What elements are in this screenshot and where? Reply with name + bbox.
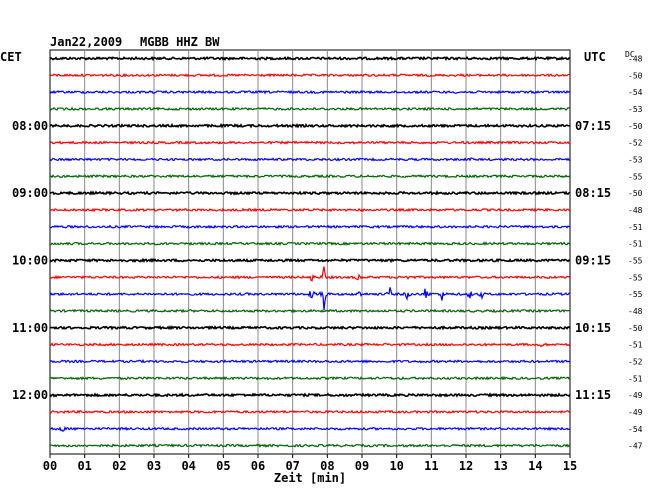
dc-offset-label: -54 (628, 425, 643, 434)
x-tick-label: 06 (251, 459, 265, 473)
x-tick-labels: 00 01 02 03 04 05 06 07 08 09 10 11 12 13 14 15 (43, 454, 577, 473)
seismic-trace (49, 308, 571, 314)
x-tick-label: 03 (147, 459, 161, 473)
dc-offset-label: -55 (628, 290, 643, 299)
x-tick-label: 00 (43, 459, 57, 473)
x-tick-label: 10 (389, 459, 403, 473)
right-hour-label: 08:15 (575, 186, 611, 200)
seismic-trace (49, 342, 571, 348)
seismic-trace (49, 358, 571, 364)
dc-offset-label: -51 (628, 341, 643, 350)
seismic-trace (50, 241, 571, 246)
dc-offset-label: -48 (628, 54, 643, 63)
dc-offset-label: -52 (628, 357, 643, 366)
right-hour-labels: 07:15 08:15 09:15 10:15 11:15 (575, 119, 611, 402)
dc-label: DC (625, 50, 635, 59)
right-hour-label: 07:15 (575, 119, 611, 133)
grid-lines (84, 50, 536, 454)
x-tick-label: 04 (181, 459, 195, 473)
dc-offset-label: -47 (628, 442, 643, 451)
seismic-trace (49, 140, 570, 145)
dc-offset-label: -48 (628, 206, 643, 215)
seismic-trace (49, 287, 571, 311)
dc-offset-label: -50 (628, 122, 643, 131)
header-station: MGBB HHZ BW (140, 35, 220, 49)
left-hour-label: 09:00 (12, 186, 48, 200)
left-timezone-label: CET (0, 50, 22, 64)
seismic-trace (49, 72, 570, 78)
seismic-trace (49, 190, 571, 196)
x-tick-label: 07 (285, 459, 299, 473)
seismic-trace (49, 122, 571, 129)
x-tick-label: 12 (459, 459, 473, 473)
x-tick-label: 05 (216, 459, 230, 473)
dc-offset-label: -55 (628, 172, 643, 181)
right-hour-label: 09:15 (575, 253, 611, 267)
seismic-trace (49, 55, 571, 62)
seismic-trace (49, 89, 571, 95)
dc-offset-label: -55 (628, 273, 643, 282)
dc-offset-label: -50 (628, 71, 643, 80)
dc-offset-label: -50 (628, 189, 643, 198)
dc-offset-label: -51 (628, 240, 643, 249)
seismic-trace (49, 443, 571, 448)
traces (49, 55, 571, 448)
dc-offset-label: -52 (628, 139, 643, 148)
dc-offset-label: -53 (628, 155, 643, 164)
right-timezone-label: UTC (584, 50, 606, 64)
left-hour-labels: 08:00 09:00 10:00 11:00 12:00 (12, 119, 48, 402)
seismic-trace (50, 224, 571, 230)
dc-offset-label: -49 (628, 391, 643, 400)
seismic-trace (49, 425, 571, 433)
seismic-trace (49, 409, 571, 415)
seismic-trace (49, 392, 571, 398)
dc-offset-label: -48 (628, 307, 643, 316)
seismic-trace (49, 257, 570, 264)
seismic-trace (49, 325, 571, 331)
x-tick-label: 02 (112, 459, 126, 473)
left-hour-label: 12:00 (12, 388, 48, 402)
dc-offset-label: -51 (628, 223, 643, 232)
x-tick-label: 09 (355, 459, 369, 473)
seismic-trace (49, 106, 571, 112)
plot-frame (49, 49, 571, 455)
dc-offset-label: -53 (628, 105, 643, 114)
right-hour-label: 10:15 (575, 321, 611, 335)
right-hour-label: 11:15 (575, 388, 611, 402)
dc-offset-label: -51 (628, 374, 643, 383)
seismic-trace (49, 207, 571, 213)
seismic-trace (49, 266, 571, 282)
seismic-trace (49, 157, 571, 162)
x-tick-label: 13 (493, 459, 507, 473)
dc-offset-label: -55 (628, 256, 643, 265)
left-hour-label: 10:00 (12, 253, 48, 267)
left-hour-label: 11:00 (12, 321, 48, 335)
dc-offset-label: -49 (628, 408, 643, 417)
left-hour-label: 08:00 (12, 119, 48, 133)
x-tick-label: 14 (528, 459, 542, 473)
x-tick-label: 01 (77, 459, 91, 473)
x-tick-label: 15 (563, 459, 577, 473)
dc-offset-label: -50 (628, 324, 643, 333)
x-tick-label: 11 (424, 459, 438, 473)
dc-offset-labels: -48 -50 -54 -53 -50 -52 -53 -55 -50 -48 -51 -51 -55 -… (628, 54, 643, 450)
seismic-trace (49, 375, 571, 381)
x-axis-label: Zeit [min] (274, 471, 346, 485)
dc-offset-label: -54 (628, 88, 643, 97)
header-date: Jan22,2009 (50, 35, 122, 49)
x-tick-label: 08 (320, 459, 334, 473)
seismic-trace (49, 174, 571, 179)
